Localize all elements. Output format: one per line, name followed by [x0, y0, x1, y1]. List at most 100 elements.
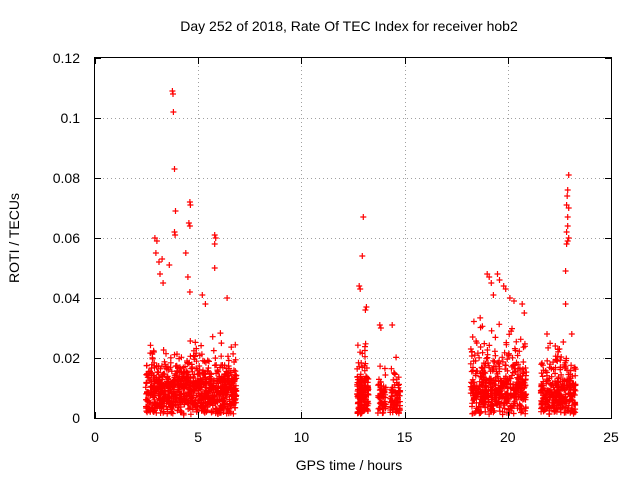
- data-point: [230, 383, 237, 390]
- data-point: [374, 410, 381, 416]
- data-point: [514, 352, 521, 359]
- data-point: [196, 363, 203, 369]
- data-point: [572, 409, 579, 416]
- data-point: [186, 289, 193, 295]
- y-tick-label: 0.12: [53, 50, 80, 66]
- data-point: [492, 363, 499, 370]
- data-point: [504, 391, 511, 398]
- data-point: [220, 398, 227, 405]
- data-point: [516, 365, 523, 371]
- data-point: [479, 364, 486, 371]
- data-point: [544, 331, 550, 337]
- data-point: [514, 385, 521, 392]
- data-point: [476, 378, 483, 385]
- data-point: [539, 362, 546, 369]
- data-point: [157, 410, 164, 416]
- data-point: [188, 361, 195, 368]
- data-point: [220, 403, 227, 410]
- data-point: [362, 307, 369, 313]
- data-point: [392, 408, 399, 414]
- data-point: [486, 274, 493, 280]
- data-point: [202, 384, 209, 391]
- data-point: [365, 376, 372, 382]
- x-axis-tick-labels: 0 5 10 15 20 25: [91, 429, 619, 445]
- data-point: [387, 399, 394, 406]
- data-point: [515, 361, 522, 368]
- y-tick-label: 0.02: [53, 350, 80, 366]
- data-point: [228, 386, 235, 393]
- data-point: [490, 292, 497, 298]
- data-point: [356, 378, 363, 385]
- data-point: [168, 368, 175, 375]
- data-point: [561, 361, 568, 368]
- data-point: [185, 360, 192, 367]
- data-point: [488, 396, 495, 403]
- data-point: [481, 401, 488, 408]
- y-tick-label: 0.1: [61, 110, 81, 126]
- data-point: [375, 392, 382, 399]
- data-point: [556, 346, 563, 352]
- data-point: [565, 172, 572, 178]
- data-point: [178, 377, 185, 384]
- data-point: [356, 283, 363, 289]
- data-point: [522, 391, 529, 398]
- data-point: [227, 400, 234, 407]
- data-point: [170, 109, 177, 115]
- data-point: [562, 268, 569, 274]
- data-point: [361, 362, 368, 369]
- chart-title: Day 252 of 2018, Rate Of TEC Index for r…: [180, 18, 518, 34]
- data-point: [485, 387, 492, 394]
- data-point: [521, 340, 528, 347]
- x-tick-label: 20: [500, 429, 516, 445]
- data-point: [557, 366, 564, 373]
- data-point: [380, 402, 387, 409]
- data-point: [509, 325, 515, 332]
- data-point: [560, 339, 567, 345]
- data-point: [552, 382, 559, 389]
- data-point: [486, 342, 493, 349]
- data-point: [566, 371, 573, 378]
- data-point: [220, 409, 227, 415]
- data-point: [510, 402, 517, 409]
- data-point: [194, 378, 201, 384]
- data-point: [486, 375, 493, 382]
- data-point: [482, 382, 489, 389]
- data-point: [203, 378, 210, 385]
- data-point: [568, 331, 575, 337]
- data-point: [503, 341, 510, 348]
- data-point: [545, 377, 552, 384]
- x-tick-label: 25: [603, 429, 619, 445]
- data-point: [484, 354, 491, 361]
- data-point: [552, 370, 559, 377]
- data-point: [160, 400, 167, 407]
- data-point: [187, 377, 194, 384]
- data-point: [550, 366, 557, 373]
- data-point: [477, 396, 484, 403]
- data-point: [228, 378, 235, 385]
- data-point: [181, 384, 187, 391]
- data-point: [364, 408, 371, 414]
- data-point: [358, 360, 365, 366]
- data-point: [202, 402, 209, 409]
- data-point: [516, 348, 523, 355]
- data-point: [481, 340, 488, 347]
- data-point: [231, 404, 238, 411]
- data-point: [496, 277, 503, 283]
- data-point: [144, 398, 151, 405]
- data-point: [567, 375, 574, 382]
- data-point: [360, 214, 367, 220]
- data-point: [218, 353, 225, 360]
- data-point: [553, 357, 560, 364]
- data-point: [230, 401, 237, 408]
- data-point: [174, 407, 181, 414]
- data-point: [470, 318, 477, 325]
- data-point: [564, 193, 571, 199]
- data-point: [199, 292, 206, 298]
- data-point: [565, 235, 572, 241]
- data-point: [475, 406, 482, 413]
- data-point: [357, 394, 364, 401]
- x-tick-label: 0: [91, 429, 99, 445]
- data-point: [388, 365, 395, 372]
- data-point: [196, 385, 203, 392]
- data-point: [477, 314, 484, 321]
